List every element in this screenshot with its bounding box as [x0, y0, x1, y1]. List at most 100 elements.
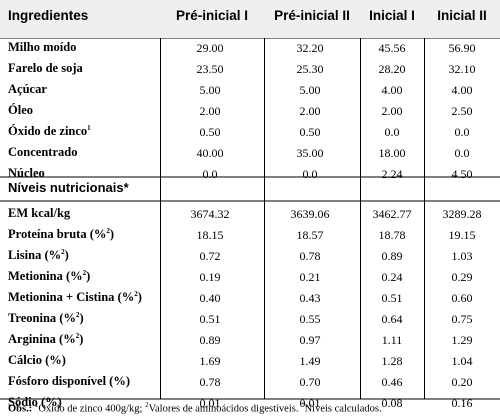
header-3: Inicial I: [369, 8, 415, 23]
nutrient-value: 0.89: [381, 249, 403, 263]
header-ingredientes: Ingredientes: [8, 8, 89, 23]
nutrient-label-tail: ): [79, 311, 84, 326]
nutrient-value: 0.46: [381, 375, 403, 389]
nutrient-value: 3289.28: [442, 207, 482, 221]
nutrient-value: 18.57: [296, 228, 324, 242]
ingredient-label: Farelo de soja: [8, 61, 83, 75]
nutrient-value: 0.51: [199, 312, 221, 326]
ingredient-value: 5.00: [299, 83, 321, 97]
ingredient-label: Núcleo: [8, 166, 45, 180]
nutrient-value: 0.20: [451, 375, 473, 389]
nutrient-value: 0.19: [199, 270, 221, 284]
nutrient-value: 0.43: [299, 291, 321, 305]
nutrient-value: 0.01: [299, 396, 321, 410]
nutrient-value: 0.60: [451, 291, 473, 305]
nutrient-label-tail: ): [79, 332, 84, 347]
ingredient-value: 29.00: [196, 41, 224, 55]
nutrient-value: 0.24: [381, 270, 403, 284]
nutrient-label: Metionina (%2): [8, 269, 91, 284]
ingredient-value: 25.30: [296, 62, 324, 76]
ingredient-value: 2.00: [381, 104, 403, 118]
ingredient-value: 5.00: [199, 83, 221, 97]
ingredient-label: Óleo: [8, 103, 33, 117]
nutrient-label-sup: 2: [61, 248, 65, 256]
nutrient-value: 0.72: [199, 249, 221, 263]
nutrient-label: Cálcio (%): [8, 353, 66, 367]
nutrient-value: 1.03: [451, 249, 473, 263]
nutrient-value: 0.64: [381, 312, 403, 326]
footnote-marker-1: 1: [34, 401, 39, 409]
nutrient-label: Sódio (%): [8, 395, 62, 409]
ingredient-value: 2.00: [299, 104, 321, 118]
nutrient-value: 19.15: [448, 228, 476, 242]
ingredient-value: 4.50: [451, 167, 473, 181]
nutrient-value: 0.89: [199, 333, 221, 347]
ingredient-value: 18.00: [378, 146, 406, 160]
ingredient-label: Óxido de zinco1: [8, 124, 91, 139]
ingredient-value: 56.90: [448, 41, 476, 55]
nutrient-label-sup: 2: [75, 311, 80, 319]
nutrient-value: 1.28: [381, 354, 403, 368]
nutrient-value: 3639.06: [290, 207, 330, 221]
nutrient-label: Fósforo disponível (%): [8, 374, 130, 388]
header-1: Pré-inicial I: [175, 8, 249, 23]
nutrient-label: EM kcal/kg: [8, 206, 71, 220]
ingredient-value: 28.20: [378, 62, 406, 76]
nutrient-value: 0.97: [299, 333, 321, 347]
nutrient-value: 0.40: [199, 291, 221, 305]
ingredient-value: 2.00: [199, 104, 221, 118]
ingredient-value: 2.50: [451, 104, 473, 118]
ingredient-value: 40.00: [196, 146, 224, 160]
nutrient-value: 0.78: [199, 375, 221, 389]
ingredient-value: 2.24: [381, 167, 403, 181]
nutrient-label-sup: 2: [82, 269, 87, 277]
nutrient-value: 0.16: [451, 396, 473, 410]
ingredient-value: 45.56: [378, 41, 406, 55]
footnote: Obs.: 1Óxido de zinco 400g/kg; 2Valores …: [8, 401, 382, 415]
nutrient-value: 3462.77: [372, 207, 412, 221]
nutrient-value: 0.70: [299, 375, 321, 389]
nutrient-value: 1.29: [451, 333, 473, 347]
nutrient-value: 1.11: [381, 333, 403, 347]
nutrient-label-sup: 2: [75, 332, 80, 340]
nutrient-label-sup: 2: [134, 290, 138, 298]
nutrient-value: 0.01: [199, 396, 221, 410]
ingredient-value: 0.0: [202, 167, 218, 181]
ingredient-value: 23.50: [196, 62, 224, 76]
ingredient-label-sup: 1: [87, 124, 91, 132]
ingredient-value: 0.50: [299, 125, 321, 139]
footnote-marker-3: *: [301, 401, 305, 409]
ingredient-value: 0.0: [384, 125, 400, 139]
ingredient-value: 0.0: [454, 125, 470, 139]
nutrient-label-tail: ): [86, 269, 91, 284]
nutrient-value: 3674.32: [190, 207, 230, 221]
ingredient-label: Concentrado: [8, 145, 78, 159]
nutrient-value: 18.78: [378, 228, 406, 242]
nutrient-value: 0.08: [381, 396, 403, 410]
header-2: Pré-inicial II: [274, 8, 350, 23]
header-background: [0, 0, 500, 38]
footnote-text-2: Valores de aminoácidos digestíveis.: [148, 403, 302, 415]
section-title: Níveis nutricionais*: [8, 180, 129, 195]
ingredient-value: 0.0: [454, 146, 470, 160]
ingredient-label: Milho moído: [8, 40, 77, 54]
footnote-text-3: Níveis calculados.: [304, 403, 382, 415]
nutrient-value: 0.75: [451, 312, 473, 326]
nutrient-value: 18.15: [196, 228, 224, 242]
nutrient-value: 0.29: [451, 270, 473, 284]
nutrient-value: 0.78: [299, 249, 321, 263]
nutrient-value: 1.69: [199, 354, 221, 368]
nutrient-label-tail: ): [109, 227, 115, 242]
nutrient-label-sup: 2: [106, 227, 110, 235]
ingredient-value: 4.00: [451, 83, 473, 97]
ingredient-value: 4.00: [381, 83, 403, 97]
nutrient-value: 0.21: [299, 270, 321, 284]
nutrient-label: Arginina (%2): [8, 332, 84, 347]
nutrient-label-tail: ): [64, 248, 69, 263]
nutrient-label-tail: ): [137, 290, 142, 305]
ingredient-value: 32.10: [448, 62, 476, 76]
ingredient-label: Açúcar: [8, 82, 47, 96]
ingredient-value: 35.00: [296, 146, 324, 160]
footnote-lead: Obs.:: [8, 403, 33, 415]
